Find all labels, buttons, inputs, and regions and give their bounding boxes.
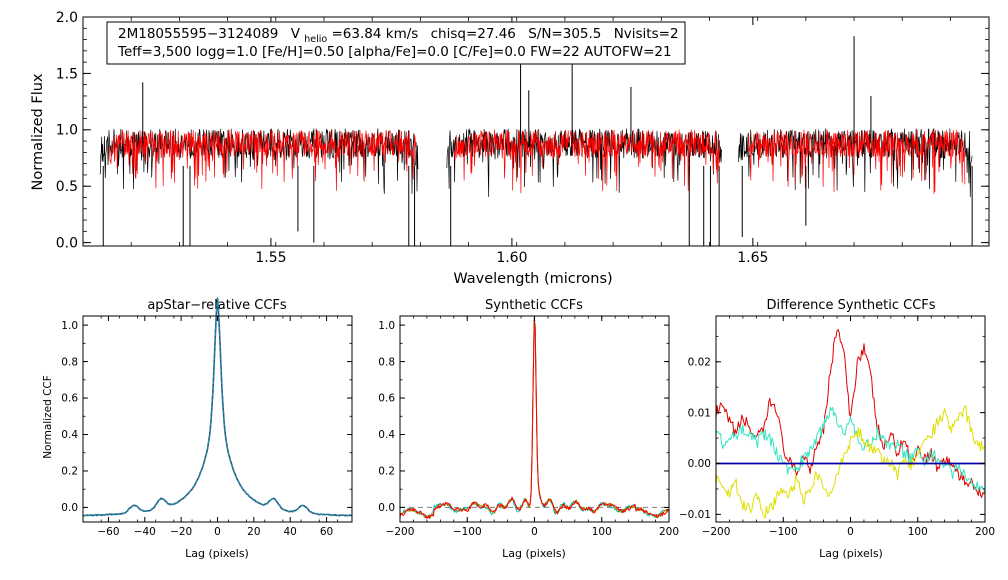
x-tick-label: 200 [975,526,995,538]
apstar-ccf-ylabel: Normalized CCF [42,375,54,459]
x-tick-label: −60 [97,526,119,538]
x-tick-label: 20 [247,526,260,538]
difference-series-yellow [716,405,985,519]
model-spectrum-segment-1 [453,129,720,194]
difference-ccf-plot-area [716,329,985,519]
y-tick-label: 0.8 [61,356,78,368]
v-helio-value: =63.84 km/s [332,26,419,42]
spectrum-axes: 1.55 1.60 1.65 0.0 0.5 1.0 1.5 2.0 [56,10,990,266]
spectrum-ylabel: Normalized Flux [30,73,46,190]
x-tick-label: 40 [284,526,297,538]
difference-traces [716,329,985,519]
y-tick-label: 0.2 [61,466,78,478]
difference-ccf-panel: Difference Synthetic CCFs −200 −100 0 100 20… [679,298,995,560]
info-line-1: 2M18055595−3124089 V helio =63.84 km/s c… [118,26,679,46]
y-tick-label: 0.2 [378,466,395,478]
spectrum-traces [99,36,973,246]
synthetic-ccf-axes: −200 −100 0 100 200 0.0 0.2 0.4 0.6 0.8 1.0 [378,315,679,538]
nvisits-value: Nvisits=2 [614,26,679,42]
y-tick-label: 0.6 [61,393,78,405]
x-tick-label: 100 [592,526,612,538]
y-tick-label: 1.0 [56,123,78,139]
y-tick-label: 0.00 [688,458,711,470]
apstar-ccf-xlabel: Lag (pixels) [185,547,249,560]
synthetic-ccf-xlabel: Lag (pixels) [502,547,566,560]
x-tick-label: 0 [214,526,221,538]
y-tick-label: 2.0 [56,10,78,26]
y-tick-label: 1.0 [61,320,78,332]
v-helio-subscript: helio [304,34,327,45]
y-tick-label: 1.5 [56,66,78,82]
synthetic-ccf-panel: Synthetic CCFs −200 −100 0 100 200 0.0 0.2 0.4 0… [378,298,679,560]
x-tick-label: 1.60 [496,250,527,266]
apstar-ccf-plot-area [82,297,353,517]
snr-value: S/N=305.5 [528,26,601,42]
y-tick-label: −0.01 [679,509,711,521]
synthetic-ccf-title: Synthetic CCFs [485,298,583,313]
spectrum-info-box: 2M18055595−3124089 V helio =63.84 km/s c… [106,21,686,65]
x-tick-label: −200 [702,526,731,538]
y-tick-label: 0.8 [378,356,395,368]
x-tick-label: 100 [908,526,928,538]
x-tick-label: −100 [769,526,798,538]
apstar-ccf-panel: apStar−relative CCFs −60 −40 −20 0 20 40 600.0… [42,297,353,560]
chisq-value: chisq=27.46 [431,26,516,42]
x-tick-label: 1.55 [255,250,286,266]
star-id: 2M18055595−3124089 [118,26,278,42]
y-tick-label: 0.5 [56,179,78,195]
y-tick-label: 0.0 [61,502,78,514]
spectrum-plot-area [99,36,973,246]
model-spectrum-segment-2 [747,129,966,195]
model-spectrum-segment-0 [109,129,416,191]
difference-ccf-axes: −200 −100 0 100 200 −0.01 0.00 0.01 0.02 [679,315,995,538]
y-tick-label: 0.4 [61,429,78,441]
x-tick-label: 60 [320,526,333,538]
x-tick-label: −20 [170,526,192,538]
difference-ccf-xlabel: Lag (pixels) [819,547,883,560]
v-helio-symbol: V [291,26,301,42]
x-tick-label: 1.65 [737,250,768,266]
apstar-ccf-line [82,297,353,517]
x-tick-label: 0 [531,526,538,538]
difference-ccf-title: Difference Synthetic CCFs [766,298,935,313]
apstar-ccf-axes: −60 −40 −20 0 20 40 60 0.0 0.2 0.4 0.6 0.8 1.0 [61,315,353,538]
y-tick-label: 0.01 [688,407,711,419]
spectrum-xlabel: Wavelength (microns) [453,271,612,287]
info-box-frame [106,21,686,65]
x-tick-label: −40 [134,526,156,538]
stellar-params: Teff=3,500 logg=1.0 [Fe/H]=0.50 [alpha/F… [117,44,672,60]
x-tick-label: −200 [386,526,415,538]
y-tick-label: 1.0 [378,320,395,332]
spectrum-panel: 1.55 1.60 1.65 0.0 0.5 1.0 1.5 2.0 2M18055595−3… [30,10,990,287]
y-tick-label: 0.0 [56,236,78,252]
y-tick-label: 0.02 [688,356,711,368]
y-tick-label: 0.0 [378,502,395,514]
y-tick-label: 0.4 [378,429,395,441]
axes-frame [82,16,990,247]
x-tick-label: 200 [659,526,679,538]
x-tick-label: 0 [847,526,854,538]
x-tick-label: −100 [453,526,482,538]
y-tick-label: 0.6 [378,393,395,405]
